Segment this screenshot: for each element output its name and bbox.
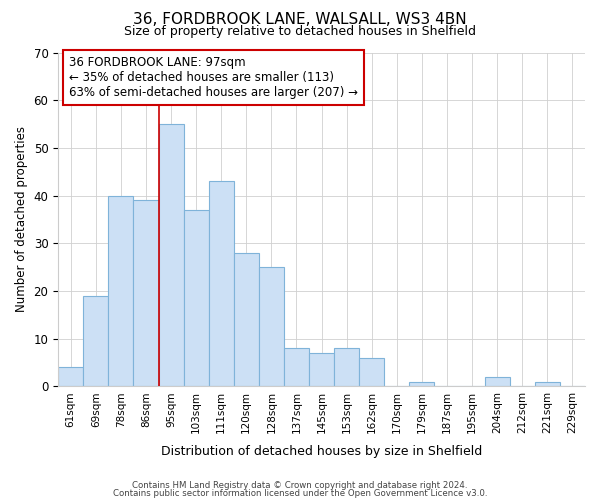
Bar — [184, 210, 209, 386]
Bar — [309, 353, 334, 386]
Bar — [83, 296, 109, 386]
Bar — [58, 368, 83, 386]
Text: Contains HM Land Registry data © Crown copyright and database right 2024.: Contains HM Land Registry data © Crown c… — [132, 481, 468, 490]
Bar — [133, 200, 158, 386]
Bar — [158, 124, 184, 386]
Bar — [334, 348, 359, 387]
Bar — [359, 358, 384, 386]
X-axis label: Distribution of detached houses by size in Shelfield: Distribution of detached houses by size … — [161, 444, 482, 458]
Text: 36 FORDBROOK LANE: 97sqm
← 35% of detached houses are smaller (113)
63% of semi-: 36 FORDBROOK LANE: 97sqm ← 35% of detach… — [68, 56, 358, 99]
Text: Contains public sector information licensed under the Open Government Licence v3: Contains public sector information licen… — [113, 489, 487, 498]
Text: 36, FORDBROOK LANE, WALSALL, WS3 4BN: 36, FORDBROOK LANE, WALSALL, WS3 4BN — [133, 12, 467, 28]
Bar — [209, 182, 234, 386]
Bar — [109, 196, 133, 386]
Bar — [485, 377, 510, 386]
Bar — [259, 267, 284, 386]
Bar — [234, 253, 259, 386]
Bar — [535, 382, 560, 386]
Bar — [284, 348, 309, 387]
Y-axis label: Number of detached properties: Number of detached properties — [15, 126, 28, 312]
Bar — [409, 382, 434, 386]
Text: Size of property relative to detached houses in Shelfield: Size of property relative to detached ho… — [124, 25, 476, 38]
